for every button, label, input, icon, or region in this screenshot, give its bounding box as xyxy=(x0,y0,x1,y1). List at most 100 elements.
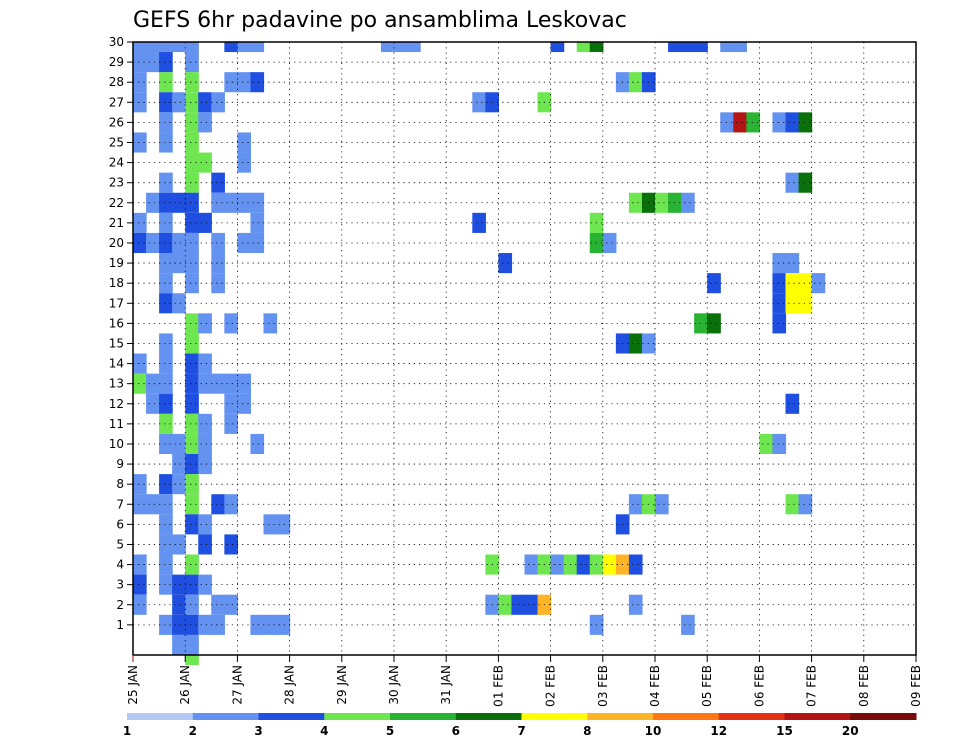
colorbar-swatch xyxy=(258,713,325,720)
y-tick-label: 5 xyxy=(116,537,124,551)
heatmap-cell xyxy=(185,253,199,274)
heatmap-cell xyxy=(146,42,160,53)
heatmap-cell xyxy=(159,353,173,374)
heatmap-cell xyxy=(133,42,147,53)
heatmap-cell xyxy=(159,433,173,455)
heatmap-cell xyxy=(185,353,199,374)
heatmap-cell xyxy=(159,474,173,495)
heatmap-cell xyxy=(133,494,147,515)
heatmap-cell xyxy=(159,554,173,575)
heatmap-cell xyxy=(798,172,813,193)
colorbar-swatch xyxy=(127,713,194,720)
y-tick-label: 20 xyxy=(109,236,124,250)
colorbar-label: 2 xyxy=(189,724,197,738)
heatmap-cell xyxy=(224,413,238,434)
heatmap-cell xyxy=(720,42,734,53)
heatmap-cell xyxy=(211,232,225,254)
colorbar-swatch xyxy=(850,713,917,720)
heatmap-cell xyxy=(146,52,160,73)
colorbar-swatch xyxy=(192,713,259,720)
heatmap-cell xyxy=(785,253,800,274)
heatmap-cell xyxy=(250,192,265,213)
heatmap-cell xyxy=(785,494,800,515)
y-tick-label: 3 xyxy=(116,578,124,592)
heatmap-cell xyxy=(694,42,708,53)
heatmap-cells xyxy=(133,42,826,665)
heatmap-cell xyxy=(250,614,265,635)
heatmap-cell xyxy=(237,393,252,414)
heatmap-cell xyxy=(159,92,173,113)
y-tick-label: 18 xyxy=(109,276,124,290)
heatmap-cell xyxy=(550,554,565,575)
heatmap-cell xyxy=(707,313,721,334)
heatmap-cell xyxy=(159,293,173,314)
heatmap-cell xyxy=(159,393,173,414)
heatmap-cell xyxy=(576,554,591,575)
heatmap-cell xyxy=(772,273,787,294)
heatmap-cell xyxy=(159,494,173,515)
colorbar-label: 4 xyxy=(320,724,328,738)
heatmap-cell xyxy=(159,574,173,595)
y-tick-label: 28 xyxy=(109,75,124,89)
heatmap-cell xyxy=(211,92,225,113)
heatmap-cell xyxy=(172,574,186,595)
heatmap-cell xyxy=(133,373,147,394)
y-tick-label: 1 xyxy=(116,618,124,632)
heatmap-cell xyxy=(198,373,212,394)
heatmap-cell xyxy=(576,42,591,53)
heatmap-cell xyxy=(224,72,238,93)
y-tick-label: 6 xyxy=(116,517,124,531)
heatmap-cell xyxy=(185,433,199,455)
heatmap-cell xyxy=(172,192,186,213)
x-tick-label: 08 FEB xyxy=(857,665,871,707)
heatmap-cell xyxy=(798,293,813,314)
heatmap-cell xyxy=(159,172,173,193)
heatmap-cell xyxy=(159,212,173,233)
heatmap-cell xyxy=(185,192,199,213)
heatmap-cell xyxy=(159,273,173,294)
heatmap-cell xyxy=(785,273,800,294)
heatmap-cell xyxy=(198,413,212,434)
heatmap-cell xyxy=(589,42,604,53)
colorbar-swatch xyxy=(455,713,522,720)
colorbar-swatch xyxy=(390,713,457,720)
heatmap-cell xyxy=(655,494,669,515)
colorbar-label: 7 xyxy=(517,724,525,738)
heatmap-cell xyxy=(772,253,787,274)
heatmap-cell xyxy=(185,413,199,434)
y-tick-label: 7 xyxy=(116,497,124,511)
heatmap-cell xyxy=(785,393,800,414)
x-tick-label: 05 FEB xyxy=(700,665,714,707)
heatmap-cell xyxy=(198,152,212,173)
heatmap-cell xyxy=(185,152,199,173)
heatmap-cell xyxy=(628,192,643,213)
colorbar-label: 5 xyxy=(386,724,394,738)
heatmap-cell xyxy=(133,212,147,233)
heatmap-cell xyxy=(133,353,147,374)
heatmap-cell xyxy=(681,614,695,635)
y-tick-label: 26 xyxy=(109,115,124,129)
heatmap-cell xyxy=(276,614,291,635)
heatmap-cell xyxy=(185,655,199,665)
heatmap-cell xyxy=(185,132,199,153)
heatmap-cell xyxy=(146,393,160,414)
heatmap-cell xyxy=(185,333,199,354)
heatmap-cell xyxy=(159,72,173,93)
heatmap-cell xyxy=(159,112,173,133)
y-tick-label: 22 xyxy=(109,196,124,210)
colorbar-label: 12 xyxy=(710,724,727,738)
heatmap-cell xyxy=(133,52,147,73)
colorbar-label: 6 xyxy=(452,724,460,738)
x-tick-label: 07 FEB xyxy=(805,665,819,707)
heatmap-cell xyxy=(159,614,173,635)
heatmap-cell xyxy=(250,232,265,254)
heatmap-cell xyxy=(211,594,225,615)
heatmap-cell xyxy=(185,634,199,655)
heatmap-cell xyxy=(211,172,225,193)
heatmap-cell xyxy=(746,112,760,133)
heatmap-cell xyxy=(159,52,173,73)
heatmap-cell xyxy=(668,42,682,53)
y-tick-label: 27 xyxy=(109,95,124,109)
heatmap-cell xyxy=(185,42,199,53)
heatmap-cell xyxy=(628,554,643,575)
